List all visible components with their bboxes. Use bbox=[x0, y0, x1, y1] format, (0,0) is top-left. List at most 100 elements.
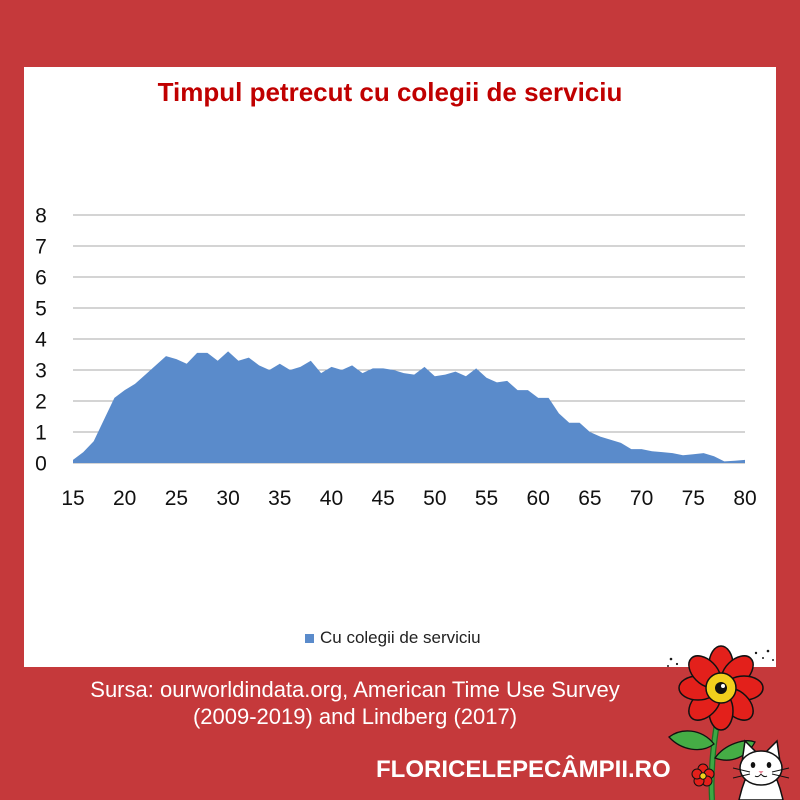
flower-icon bbox=[678, 645, 764, 731]
data-point-26 bbox=[185, 362, 189, 366]
data-point-17 bbox=[92, 439, 96, 443]
data-point-56 bbox=[495, 380, 499, 384]
sparkle-dots bbox=[667, 649, 774, 667]
data-point-47 bbox=[402, 371, 406, 375]
data-point-38 bbox=[309, 359, 313, 363]
data-point-15 bbox=[71, 458, 75, 462]
data-point-76 bbox=[702, 451, 706, 455]
x-tick-label: 40 bbox=[320, 487, 343, 510]
data-point-37 bbox=[298, 365, 302, 369]
legend-label: Cu colegii de serviciu bbox=[320, 628, 481, 647]
sparkle-dot bbox=[675, 662, 679, 666]
data-point-28 bbox=[205, 351, 209, 355]
cat-mouth bbox=[754, 773, 768, 778]
data-point-63 bbox=[567, 421, 571, 425]
data-point-32 bbox=[247, 356, 251, 360]
source-line-2: (2009-2019) and Lindberg (2017) bbox=[192, 704, 518, 729]
data-point-74 bbox=[681, 453, 685, 457]
cat-nose bbox=[758, 771, 764, 774]
data-point-24 bbox=[164, 354, 168, 358]
data-point-22 bbox=[143, 373, 147, 377]
data-point-70 bbox=[640, 447, 644, 451]
data-point-61 bbox=[547, 396, 551, 400]
data-point-19 bbox=[112, 396, 116, 400]
data-point-53 bbox=[464, 374, 468, 378]
small-flower-center bbox=[699, 772, 707, 780]
data-point-66 bbox=[598, 435, 602, 439]
data-point-79 bbox=[733, 459, 737, 463]
data-point-46 bbox=[391, 368, 395, 372]
data-point-30 bbox=[226, 349, 230, 353]
y-tick-label: 0 bbox=[35, 453, 47, 476]
data-point-51 bbox=[443, 373, 447, 377]
x-tick-label: 80 bbox=[733, 487, 756, 510]
data-point-67 bbox=[609, 438, 613, 442]
sparkle-dot bbox=[669, 657, 673, 661]
data-point-49 bbox=[423, 365, 427, 369]
y-tick-label: 7 bbox=[35, 236, 47, 259]
leaf-left-icon bbox=[668, 730, 715, 751]
data-point-35 bbox=[278, 362, 282, 366]
data-point-69 bbox=[629, 447, 633, 451]
data-point-48 bbox=[412, 373, 416, 377]
sparkle-dot bbox=[762, 657, 764, 659]
data-point-60 bbox=[536, 396, 540, 400]
sparkle-dot bbox=[754, 651, 758, 655]
y-tick-label: 4 bbox=[35, 329, 47, 352]
data-point-31 bbox=[236, 359, 240, 363]
data-point-34 bbox=[267, 368, 271, 372]
data-point-72 bbox=[660, 450, 664, 454]
x-tick-label: 55 bbox=[475, 487, 498, 510]
x-tick-label: 25 bbox=[165, 487, 188, 510]
area-series-cu-colegii-de-serviciu bbox=[73, 351, 745, 463]
sparkle-dot bbox=[667, 665, 669, 667]
data-point-36 bbox=[288, 368, 292, 372]
y-tick-label: 3 bbox=[35, 360, 47, 383]
data-point-58 bbox=[516, 388, 520, 392]
data-point-40 bbox=[329, 365, 333, 369]
data-point-50 bbox=[433, 374, 437, 378]
data-point-73 bbox=[671, 451, 675, 455]
x-tick-label: 20 bbox=[113, 487, 136, 510]
data-point-16 bbox=[81, 450, 85, 454]
data-point-39 bbox=[319, 371, 323, 375]
source-note: Sursa: ourworldindata.org, American Time… bbox=[55, 676, 655, 730]
data-point-52 bbox=[454, 370, 458, 374]
cat-icon bbox=[732, 739, 790, 800]
cat-whisker bbox=[771, 767, 790, 773]
flower-with-cat-icon bbox=[667, 645, 790, 800]
cat-eye-left bbox=[750, 762, 756, 768]
small-flower-icon bbox=[691, 763, 715, 787]
chart-title: Timpul petrecut cu colegii de serviciu bbox=[157, 77, 623, 107]
data-point-54 bbox=[474, 366, 478, 370]
data-point-80 bbox=[743, 458, 747, 462]
data-point-71 bbox=[650, 449, 654, 453]
data-point-18 bbox=[102, 418, 106, 422]
y-tick-label: 1 bbox=[35, 422, 47, 445]
chart-panel: Timpul petrecut cu colegii de serviciu 0… bbox=[24, 67, 776, 667]
data-point-23 bbox=[154, 363, 158, 367]
data-point-25 bbox=[174, 357, 178, 361]
x-tick-label: 50 bbox=[423, 487, 446, 510]
data-point-77 bbox=[712, 454, 716, 458]
x-tick-label: 35 bbox=[268, 487, 291, 510]
x-tick-label: 15 bbox=[61, 487, 84, 510]
x-tick-label: 45 bbox=[371, 487, 394, 510]
data-point-29 bbox=[216, 359, 220, 363]
data-point-41 bbox=[340, 368, 344, 372]
sparkle-dot bbox=[772, 659, 774, 661]
x-tick-label: 70 bbox=[630, 487, 653, 510]
data-point-45 bbox=[381, 366, 385, 370]
cat-whisker bbox=[771, 773, 790, 779]
data-point-62 bbox=[557, 411, 561, 415]
x-tick-label: 75 bbox=[682, 487, 705, 510]
data-point-44 bbox=[371, 366, 375, 370]
cat-whisker bbox=[732, 767, 751, 773]
data-point-27 bbox=[195, 351, 199, 355]
data-point-78 bbox=[722, 459, 726, 463]
cat-whisker bbox=[732, 773, 751, 779]
chart-legend: Cu colegii de serviciu bbox=[305, 627, 481, 649]
y-tick-label: 6 bbox=[35, 267, 47, 290]
